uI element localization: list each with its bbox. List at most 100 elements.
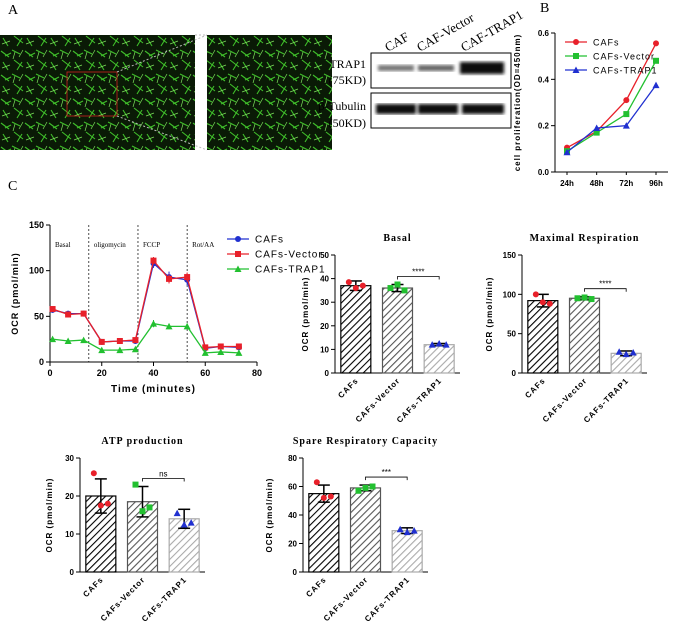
marker [166, 275, 173, 282]
marker [131, 345, 139, 353]
panel-label: C [8, 179, 17, 194]
zoom-line [116, 115, 208, 151]
phase-label: Rot/AA [192, 241, 214, 249]
x-axis-label: Time (minutes) [111, 384, 196, 395]
y-axis-label: OCR (pmol/min) [301, 277, 310, 352]
y-tick-label: 0 [39, 357, 44, 367]
y-tick-label: 0.0 [538, 168, 550, 177]
marker [184, 274, 191, 281]
band [378, 65, 414, 71]
marker [428, 341, 436, 348]
y-axis-label: OCR (pmol/min) [10, 252, 20, 335]
panel-label: B [540, 1, 549, 16]
x-tick-label: CAFs [304, 575, 328, 599]
lane-label: CAF [382, 29, 411, 55]
series-line [566, 60, 657, 152]
marker [313, 479, 320, 486]
row-label: (50KD) [329, 116, 366, 130]
marker [116, 337, 123, 344]
marker [593, 129, 600, 136]
y-tick-label: 80 [288, 454, 297, 463]
x-tick-label: 72h [619, 179, 633, 188]
marker [202, 344, 209, 351]
micrograph-zoom [207, 35, 332, 150]
x-tick-label: CAFs [523, 376, 547, 400]
band [376, 104, 416, 114]
marker [97, 502, 104, 509]
legend-label: CAFs [255, 235, 284, 246]
bar [349, 487, 382, 573]
marker [165, 322, 173, 330]
marker [98, 338, 105, 345]
x-tick-label: CAFs-Vector [322, 575, 370, 623]
bar [308, 493, 340, 573]
y-tick-label: 20 [65, 492, 74, 501]
band [418, 65, 454, 71]
x-tick-label: CAFs [336, 376, 360, 400]
y-tick-label: 0.4 [538, 75, 550, 84]
marker [588, 296, 595, 303]
legend-label: CAFs-Vector [255, 250, 323, 261]
marker [235, 343, 242, 350]
x-tick-label: CAFs-Vector [99, 575, 147, 623]
marker [622, 350, 630, 358]
row-label: TRAP1 [329, 57, 366, 71]
marker [615, 348, 623, 355]
y-tick-label: 0 [512, 369, 517, 378]
marker [235, 251, 241, 257]
marker [64, 337, 72, 344]
marker [217, 348, 225, 355]
marker [139, 508, 146, 515]
chart-title: Maximal Respiration [530, 233, 640, 244]
marker [217, 343, 224, 350]
marker [652, 81, 660, 89]
band [418, 104, 458, 114]
y-tick-label: 0 [325, 369, 330, 378]
y-tick-label: 10 [65, 530, 74, 539]
legend-label: CAFs-Vector [593, 52, 655, 62]
marker [98, 346, 106, 354]
row-label: (75KD) [329, 73, 366, 87]
bar [527, 300, 559, 374]
significance-label: **** [599, 280, 611, 289]
bar [423, 344, 455, 374]
marker [574, 295, 581, 302]
marker [653, 57, 659, 64]
bar [340, 285, 372, 374]
marker [90, 470, 97, 477]
legend-label: CAFs [593, 38, 620, 48]
bar [391, 530, 423, 573]
x-tick-label: CAFs-Vector [354, 376, 402, 424]
y-tick-label: 0.2 [538, 122, 550, 131]
y-tick-label: 100 [503, 290, 517, 299]
y-axis-label: OCR (pmol/min) [45, 478, 54, 553]
marker [150, 257, 157, 264]
y-tick-label: 50 [34, 311, 44, 321]
x-tick-label: 48h [590, 179, 604, 188]
marker [410, 527, 418, 534]
y-axis-label: OCR (pmol/min) [265, 478, 274, 553]
chart-title: Spare Respiratory Capacity [293, 436, 438, 447]
y-tick-label: 0.6 [538, 29, 550, 38]
legend-label: CAFs-TRAP1 [593, 66, 658, 76]
marker [49, 335, 57, 343]
marker [401, 287, 408, 294]
y-tick-label: 10 [320, 345, 329, 354]
marker [629, 349, 637, 356]
y-tick-label: 0 [70, 568, 75, 577]
marker [345, 279, 352, 286]
chart-title: Basal [383, 233, 411, 244]
marker [581, 294, 588, 301]
y-tick-label: 30 [320, 298, 329, 307]
y-tick-label: 150 [503, 251, 517, 260]
marker [104, 500, 111, 507]
bar [381, 287, 414, 374]
legend-label: CAFs-TRAP1 [255, 265, 326, 276]
micrograph [0, 35, 195, 150]
band [462, 104, 504, 114]
marker [532, 291, 539, 298]
x-tick-label: CAFs [81, 575, 105, 599]
marker [563, 148, 571, 156]
marker [183, 322, 191, 330]
marker [327, 493, 334, 500]
